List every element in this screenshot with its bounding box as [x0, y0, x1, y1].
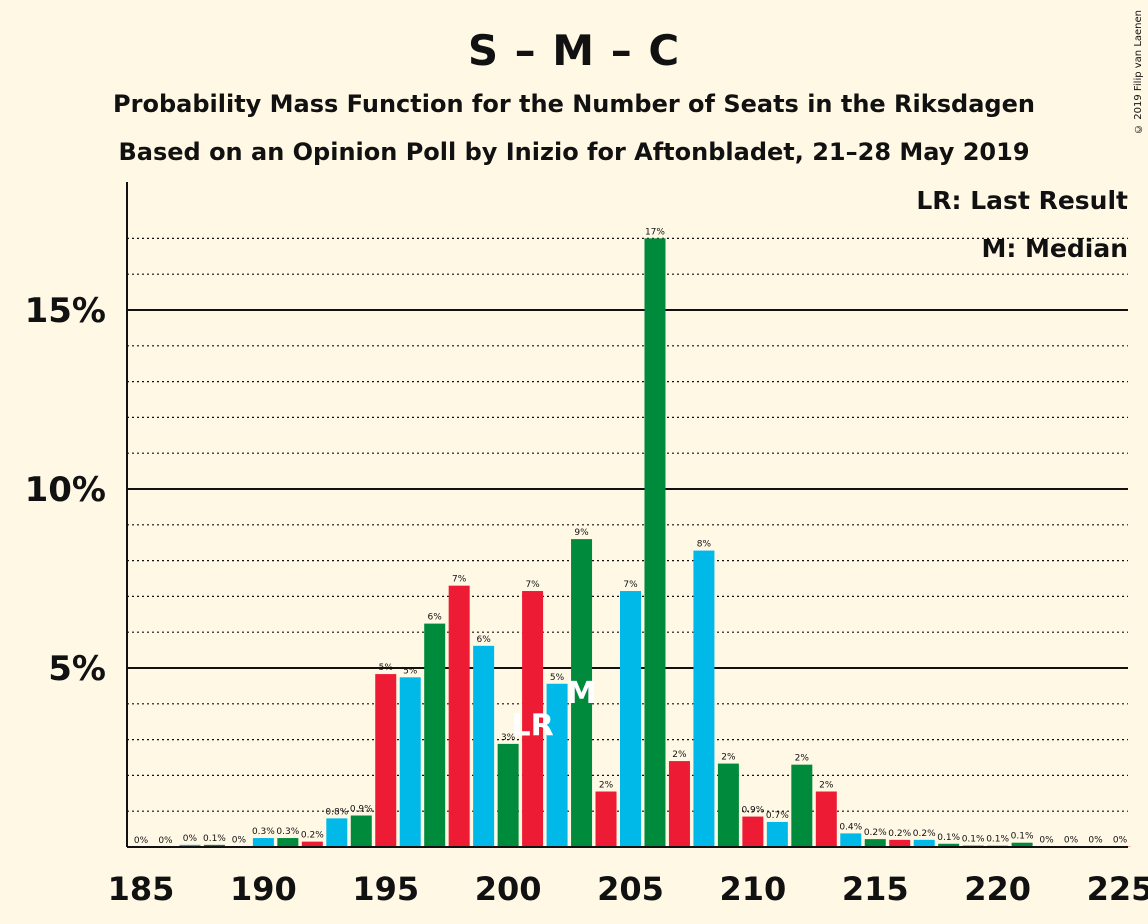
- bar: [473, 645, 495, 847]
- bar-value-label: 0%: [134, 836, 149, 846]
- bar: [913, 839, 935, 847]
- bar: [277, 838, 299, 847]
- x-tick-label: 190: [230, 870, 297, 908]
- chart-subtitle-1: Probability Mass Function for the Number…: [113, 90, 1035, 118]
- bar-value-label: 5%: [550, 673, 565, 683]
- bar-value-label: 0%: [158, 836, 173, 846]
- x-tick-label: 220: [964, 870, 1031, 908]
- bar-value-label: 0.9%: [741, 806, 764, 816]
- legend-last-result: LR: Last Result: [916, 186, 1128, 215]
- bar: [350, 815, 372, 847]
- x-tick-label: 195: [352, 870, 419, 908]
- bar-value-label: 0.1%: [1011, 832, 1034, 842]
- bar-value-label: 0.3%: [252, 827, 275, 837]
- x-tick-label: 225: [1087, 870, 1148, 908]
- bar: [815, 791, 837, 847]
- bar: [326, 818, 348, 847]
- bar-value-label: 0.2%: [888, 829, 911, 839]
- x-tick-label: 210: [719, 870, 786, 908]
- bar: [399, 677, 421, 847]
- bar-value-label: 9%: [574, 528, 589, 538]
- bar-value-label: 0.3%: [276, 827, 299, 837]
- bar: [791, 764, 813, 847]
- bar: [252, 838, 274, 847]
- chart-subtitle-2: Based on an Opinion Poll by Inizio for A…: [118, 138, 1030, 166]
- bar: [1011, 842, 1033, 847]
- bar-value-label: 2%: [795, 754, 810, 764]
- chart-title: S – M – C: [467, 26, 681, 75]
- bar: [889, 839, 911, 847]
- bar-value-label: 7%: [623, 580, 638, 590]
- x-tick-label: 205: [597, 870, 664, 908]
- bar: [497, 743, 519, 847]
- bar-value-label: 2%: [819, 781, 834, 791]
- bar: [693, 550, 715, 847]
- y-tick-label: 10%: [25, 470, 106, 510]
- bar: [522, 591, 544, 847]
- bar-value-label: 0.4%: [839, 822, 862, 832]
- bar: [546, 683, 568, 847]
- bar-value-label: 0%: [1064, 836, 1079, 846]
- bar-value-label: 2%: [599, 781, 614, 791]
- bar-value-label: 0.2%: [913, 829, 936, 839]
- bar-value-label: 0.8%: [325, 807, 348, 817]
- bar-value-label: 0.2%: [301, 831, 324, 841]
- bar-value-label: 7%: [452, 575, 467, 585]
- bar-value-label: 0.9%: [350, 804, 373, 814]
- bar: [203, 844, 225, 847]
- bar-value-label: 17%: [645, 227, 665, 237]
- bar: [938, 843, 960, 847]
- bar-value-label: 0%: [1039, 836, 1054, 846]
- bar: [179, 844, 201, 847]
- bar: [448, 585, 470, 847]
- bar-value-label: 0%: [232, 835, 247, 845]
- bar: [742, 816, 764, 847]
- bar: [717, 763, 739, 847]
- bar-value-label: 0.7%: [766, 811, 789, 821]
- bar-value-label: 7%: [525, 580, 540, 590]
- bar-value-label: 0%: [183, 834, 198, 844]
- bar-value-label: 5%: [403, 666, 418, 676]
- bar-value-label: 0.1%: [986, 835, 1009, 845]
- bar-value-label: 6%: [477, 635, 492, 645]
- bar-value-label: 0.1%: [962, 835, 985, 845]
- bar: [595, 791, 617, 847]
- bar-value-label: 3%: [501, 733, 516, 743]
- median-marker: M: [567, 676, 597, 711]
- bar: [668, 761, 690, 847]
- bar: [864, 839, 886, 847]
- bar-value-label: 8%: [697, 540, 712, 550]
- bar-value-label: 2%: [721, 753, 736, 763]
- bar-value-label: 0%: [1088, 836, 1103, 846]
- bar: [840, 833, 862, 847]
- bar: [571, 539, 593, 847]
- y-tick-label: 15%: [25, 291, 106, 331]
- last-result-marker: LR: [511, 708, 553, 743]
- bar-value-label: 0.1%: [937, 833, 960, 843]
- bar-value-label: 6%: [428, 613, 443, 623]
- bar-value-label: 2%: [672, 750, 687, 760]
- bar-value-label: 0.1%: [203, 834, 226, 844]
- bar: [375, 674, 397, 847]
- x-tick-label: 200: [475, 870, 542, 908]
- y-tick-label: 5%: [48, 649, 106, 689]
- bar: [424, 623, 446, 847]
- bar-value-label: 5%: [379, 663, 394, 673]
- bar-value-label: 0.2%: [864, 828, 887, 838]
- bar-value-label: 0%: [1113, 836, 1128, 846]
- x-tick-label: 185: [108, 870, 175, 908]
- bar: [766, 821, 788, 847]
- bar: [301, 841, 323, 847]
- x-tick-label: 215: [842, 870, 909, 908]
- bar: [644, 238, 666, 847]
- bar: [620, 591, 641, 847]
